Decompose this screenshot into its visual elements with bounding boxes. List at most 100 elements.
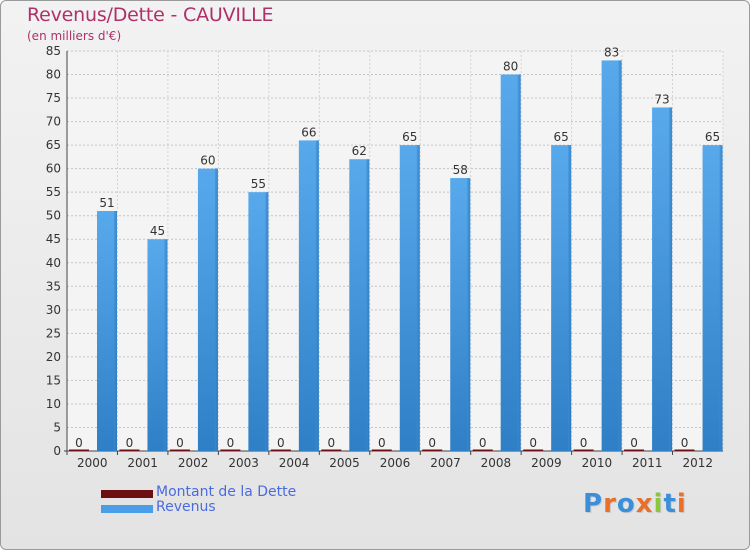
bar-revenus-shade [669,107,673,452]
bar-dette [169,449,190,451]
bar-revenus [551,145,572,451]
data-label-revenus: 65 [705,130,720,144]
logo-letter: r [603,489,617,519]
bars [69,60,723,452]
bar-revenus [399,145,420,451]
bar-dette [573,449,594,451]
data-label-dette: 0 [479,436,487,450]
logo-letter: P [583,489,604,519]
data-label-revenus: 80 [503,60,518,74]
x-tick-label: 2008 [481,456,512,470]
bar-revenus-shade [366,159,370,451]
data-label-revenus: 73 [654,92,669,106]
x-tick-label: 2004 [279,456,310,470]
bar-revenus-shade [164,239,168,451]
y-tick-label: 30 [46,303,61,317]
legend-label-revenus: Revenus [156,499,216,515]
bar-revenus-shade [618,60,622,451]
bar-revenus-shade [719,145,723,451]
x-tick-label: 2002 [178,456,209,470]
y-tick-label: 55 [46,185,61,199]
bar-dette [119,449,140,451]
bar-revenus [197,168,218,451]
logo-letter: i [653,489,664,519]
data-label-revenus: 65 [554,130,569,144]
y-tick-label: 50 [46,209,61,223]
y-tick-label: 20 [46,350,61,364]
data-label-revenus: 45 [150,224,165,238]
data-label-dette: 0 [327,436,335,450]
y-tick-label: 45 [46,232,61,246]
data-label-dette: 0 [75,436,83,450]
y-tick-label: 5 [53,420,61,434]
data-label-revenus: 62 [352,144,367,158]
bar-revenus [147,239,168,451]
bar-revenus-shade [214,168,218,451]
data-label-dette: 0 [630,436,638,450]
data-label-dette: 0 [529,436,537,450]
bar-revenus-shade [315,140,319,452]
bar-revenus-shade [568,145,572,451]
data-label-dette: 0 [681,436,689,450]
y-tick-label: 80 [46,68,61,82]
bar-revenus [97,211,117,451]
legend-swatch-dette [101,490,153,498]
data-label-revenus: 51 [99,196,114,210]
data-label-dette: 0 [176,436,184,450]
bar-dette [270,449,291,451]
data-label-dette: 0 [227,436,235,450]
data-label-revenus: 58 [453,163,468,177]
bar-revenus-shade [517,74,521,451]
y-tick-label: 0 [53,444,61,458]
data-label-revenus: 55 [251,177,266,191]
bar-revenus-shade [265,192,269,452]
y-tick-label: 85 [46,44,61,58]
bar-revenus-shade [114,211,117,451]
data-label-revenus: 65 [402,130,417,144]
bar-revenus [702,145,723,451]
bar-revenus [601,60,622,451]
x-tick-label: 2006 [380,456,411,470]
bar-dette [69,449,89,451]
x-tick-label: 2009 [531,456,562,470]
y-tick-label: 15 [46,373,61,387]
x-tick-label: 2012 [682,456,713,470]
logo-letter: i [676,489,687,519]
bar-revenus [248,192,269,452]
y-tick-label: 35 [46,279,61,293]
bar-dette [371,449,392,451]
bar-dette [321,449,342,451]
bar-revenus [652,107,673,452]
logo-letter: t [663,489,677,519]
bar-dette [674,449,695,451]
data-label-dette: 0 [378,436,386,450]
x-tick-label: 2003 [228,456,259,470]
bar-dette [220,449,241,451]
y-tick-label: 40 [46,256,61,270]
bar-revenus [450,178,471,451]
data-label-dette: 0 [428,436,436,450]
x-tick-label: 2010 [582,456,613,470]
y-tick-label: 70 [46,115,61,129]
x-tick-label: 2005 [329,456,360,470]
logo-letter: x [635,489,654,519]
data-label-revenus: 66 [301,125,316,139]
legend-swatch-revenus [101,505,153,513]
data-label-revenus: 60 [200,154,215,168]
data-label-dette: 0 [126,436,134,450]
bar-revenus-shade [416,145,420,451]
bar-dette [422,449,443,451]
y-tick-label: 65 [46,138,61,152]
logo-letter: o [616,489,636,519]
proxiti-logo: Proxiti [583,489,687,519]
bar-revenus [349,159,370,451]
data-label-dette: 0 [580,436,588,450]
bar-revenus [298,140,319,452]
x-tick-label: 2000 [77,456,108,470]
x-tick-label: 2001 [127,456,158,470]
bar-dette [523,449,544,451]
chart-title: Revenus/Dette - CAUVILLE [27,4,274,26]
bar-dette [472,449,493,451]
y-tick-label: 75 [46,91,61,105]
